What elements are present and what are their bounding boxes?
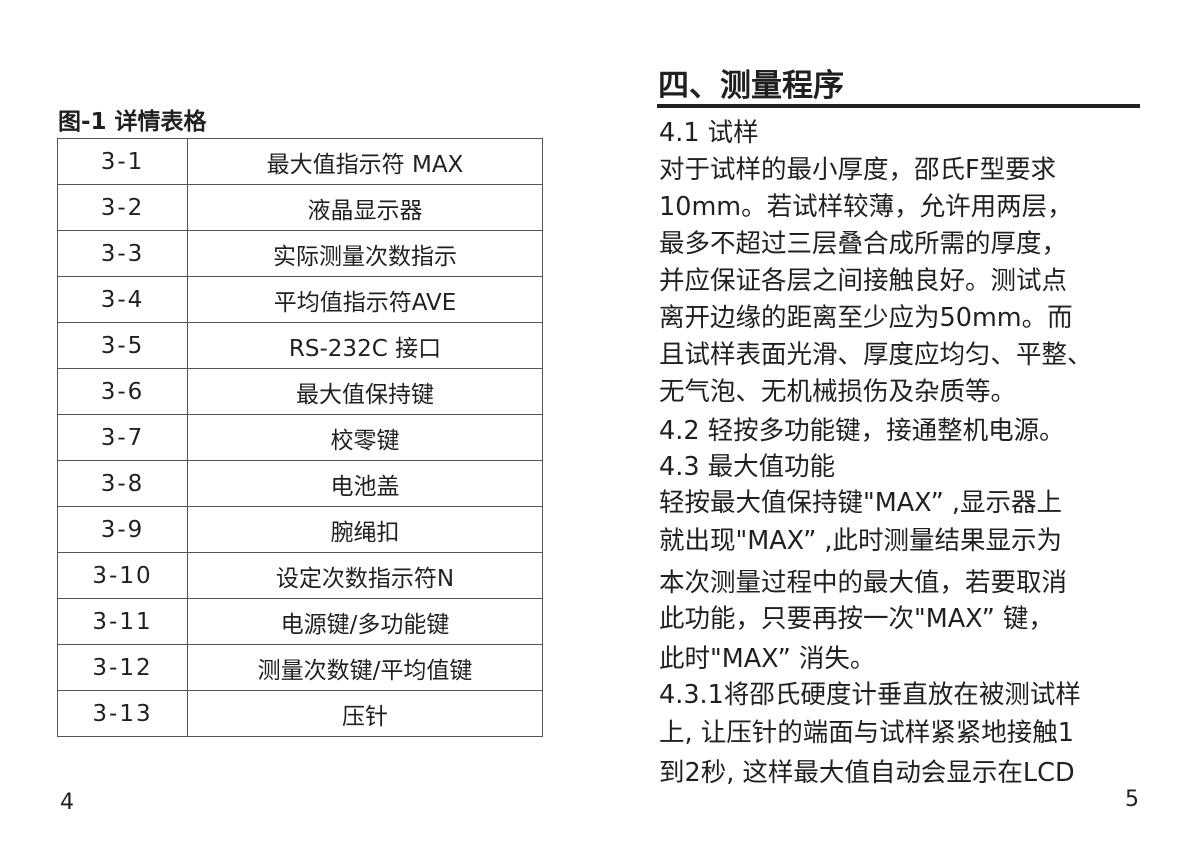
body-text-line: 无气泡、无机械损伤及杂质等。 [659,377,1017,407]
table-row: 3-9 腕绳扣 [57,506,543,553]
body-text-line: 离开边缘的距离至少应为50mm。而 [659,303,1073,333]
table-row: 3-6 最大值保持键 [57,368,543,415]
table-row: 3-2 液晶显示器 [57,184,543,231]
item-number: 3-2 [57,184,188,231]
body-text-line: 到2秒, 这样最大值自动会显示在LCD [659,758,1075,788]
item-description: 腕绳扣 [187,506,543,553]
item-description: 液晶显示器 [187,184,543,231]
title-rule [657,104,1140,108]
item-description: 校零键 [187,414,543,461]
item-description: 最大值保持键 [187,368,543,415]
item-description: RS-232C 接口 [187,322,543,369]
item-number: 3-13 [57,690,188,737]
item-number: 3-11 [57,598,188,645]
table-row: 3-3 实际测量次数指示 [57,230,543,277]
table-row: 3-13 压针 [57,690,543,737]
table-row: 3-5 RS-232C 接口 [57,322,543,369]
item-description: 电池盖 [187,460,543,507]
figure-title: 图-1 详情表格 [58,109,207,135]
item-description: 压针 [187,690,543,737]
table-row: 3-11 电源键/多功能键 [57,598,543,645]
body-text-line: 4.1 试样 [659,118,759,148]
item-description: 实际测量次数指示 [187,230,543,277]
section-title: 四、测量程序 [658,68,844,104]
body-text-line: 此时"MAX” 消失。 [659,644,876,674]
table-row: 3-12 测量次数键/平均值键 [57,644,543,691]
left-page-number: 4 [60,790,74,815]
body-text-line: 4.2 轻按多功能键，接通整机电源。 [659,416,1065,446]
body-text-line: 对于试样的最小厚度，邵氏F型要求 [659,155,1057,185]
item-number: 3-6 [57,368,188,415]
body-text-line: 就出现"MAX” ,此时测量结果显示为 [659,526,1063,556]
body-text-line: 此功能，只要再按一次"MAX” 键， [659,604,1054,634]
item-number: 3-3 [57,230,188,277]
body-text-line: 最多不超过三层叠合成所需的厚度， [659,229,1068,259]
body-text-line: 10mm。若试样较薄，允许用两层， [659,192,1073,222]
table-row: 3-4 平均值指示符AVE [57,276,543,323]
item-number: 3-5 [57,322,188,369]
item-number: 3-12 [57,644,188,691]
table-row: 3-10 设定次数指示符N [57,552,543,599]
body-text-line: 4.3 最大值功能 [659,452,836,482]
body-text-line: 且试样表面光滑、厚度应均匀、平整、 [659,340,1093,370]
item-number: 3-7 [57,414,188,461]
item-number: 3-9 [57,506,188,553]
details-table: 3-1 最大值指示符 MAX 3-2 液晶显示器 3-3 实际测量次数指示 3-4 平均值指示… [57,138,543,737]
table-row: 3-1 最大值指示符 MAX [57,138,543,185]
body-text-line: 本次测量过程中的最大值，若要取消 [659,568,1068,598]
item-description: 测量次数键/平均值键 [187,644,543,691]
item-number: 3-8 [57,460,188,507]
item-description: 电源键/多功能键 [187,598,543,645]
item-description: 最大值指示符 MAX [187,138,543,185]
body-text-line: 4.3.1将邵氏硬度计垂直放在被测试样 [659,680,1081,710]
table-row: 3-7 校零键 [57,414,543,461]
item-description: 平均值指示符AVE [187,276,543,323]
item-number: 3-1 [57,138,188,185]
item-number: 3-4 [57,276,188,323]
body-text-line: 轻按最大值保持键"MAX” ,显示器上 [659,488,1063,518]
table-row: 3-8 电池盖 [57,460,543,507]
item-description: 设定次数指示符N [187,552,543,599]
right-page-number: 5 [1125,787,1139,812]
body-text-line: 上, 让压针的端面与试样紧紧地接触1 [659,718,1074,748]
body-text-line: 并应保证各层之间接触良好。测试点 [659,266,1068,296]
item-number: 3-10 [57,552,188,599]
